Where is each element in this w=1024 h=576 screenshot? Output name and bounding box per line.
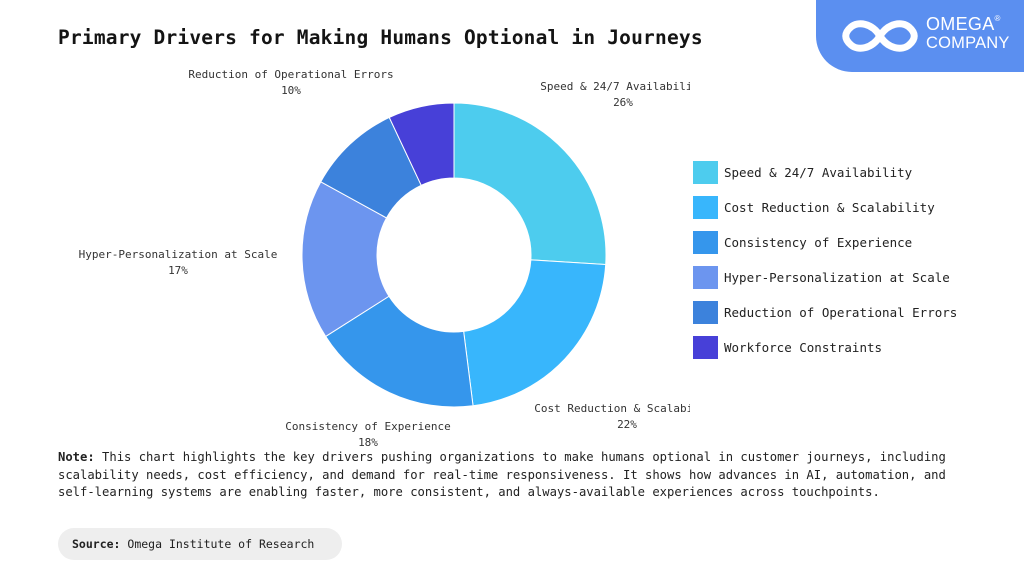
slice-label-cost-reduction-scalability: Cost Reduction & Scalability22%	[534, 402, 690, 431]
legend-label: Workforce Constraints	[724, 339, 883, 355]
registered-mark: ®	[994, 14, 1001, 23]
legend-label: Cost Reduction & Scalability	[724, 199, 935, 215]
chart-title: Primary Drivers for Making Humans Option…	[58, 26, 703, 49]
legend-item-speed-24-7-availability: Speed & 24/7 Availability	[693, 160, 957, 184]
slice-label-hyper-personalization-at-scale: Hyper-Personalization at Scale 17%	[79, 248, 278, 277]
source-label: Source:	[72, 537, 121, 551]
legend-swatch	[693, 300, 718, 324]
slice-consistency-of-experience	[324, 295, 474, 408]
legend-swatch	[693, 335, 718, 359]
chart-legend: Speed & 24/7 Availability Cost Reduction …	[693, 160, 957, 370]
legend-item-hyper-personalization-at-scale: Hyper-Personalization at Scale	[693, 265, 957, 289]
legend-item-workforce-constraints: Workforce Constraints	[693, 335, 957, 359]
note-label: Note:	[58, 450, 95, 464]
legend-swatch	[693, 265, 718, 289]
legend-item-consistency-of-experience: Consistency of Experience	[693, 230, 957, 254]
logo-line2: COMPANY	[926, 34, 1010, 52]
slice-label-reduction-of-operational-errors: Reduction of Operational Errors 10%	[188, 68, 393, 97]
legend-label: Speed & 24/7 Availability	[724, 164, 913, 180]
slice-label-speed-24-7-availability: Speed & 24/7 Availability 26%	[540, 80, 690, 109]
company-logo: OMEGA® COMPANY	[816, 0, 1024, 72]
legend-swatch	[693, 195, 718, 219]
chart-note: Note: This chart highlights the key driv…	[58, 449, 978, 502]
legend-swatch	[693, 230, 718, 254]
slice-cost-reduction-scalability	[463, 259, 607, 407]
donut-chart: Speed & 24/7 Availability 26% Cost Reducti…	[79, 68, 690, 449]
legend-item-reduction-of-operational-errors: Reduction of Operational Errors	[693, 300, 957, 324]
infinity-icon	[842, 20, 918, 52]
legend-item-cost-reduction-scalability: Cost Reduction & Scalability	[693, 195, 957, 219]
legend-label: Consistency of Experience	[724, 234, 913, 250]
legend-label: Hyper-Personalization at Scale	[724, 269, 950, 285]
logo-line1: OMEGA	[926, 14, 995, 34]
source-badge: Source: Omega Institute of Research	[58, 528, 342, 560]
slice-label-consistency-of-experience: Consistency of Experience 18%	[285, 420, 451, 449]
slice-workforce-constraints	[388, 102, 455, 186]
slice-speed-24-7-availability	[453, 102, 607, 266]
legend-label: Reduction of Operational Errors	[724, 304, 958, 320]
source-text: Omega Institute of Research	[127, 537, 315, 551]
note-text: This chart highlights the key drivers pu…	[58, 450, 946, 499]
logo-text: OMEGA® COMPANY	[926, 15, 1010, 52]
legend-swatch	[693, 160, 718, 184]
